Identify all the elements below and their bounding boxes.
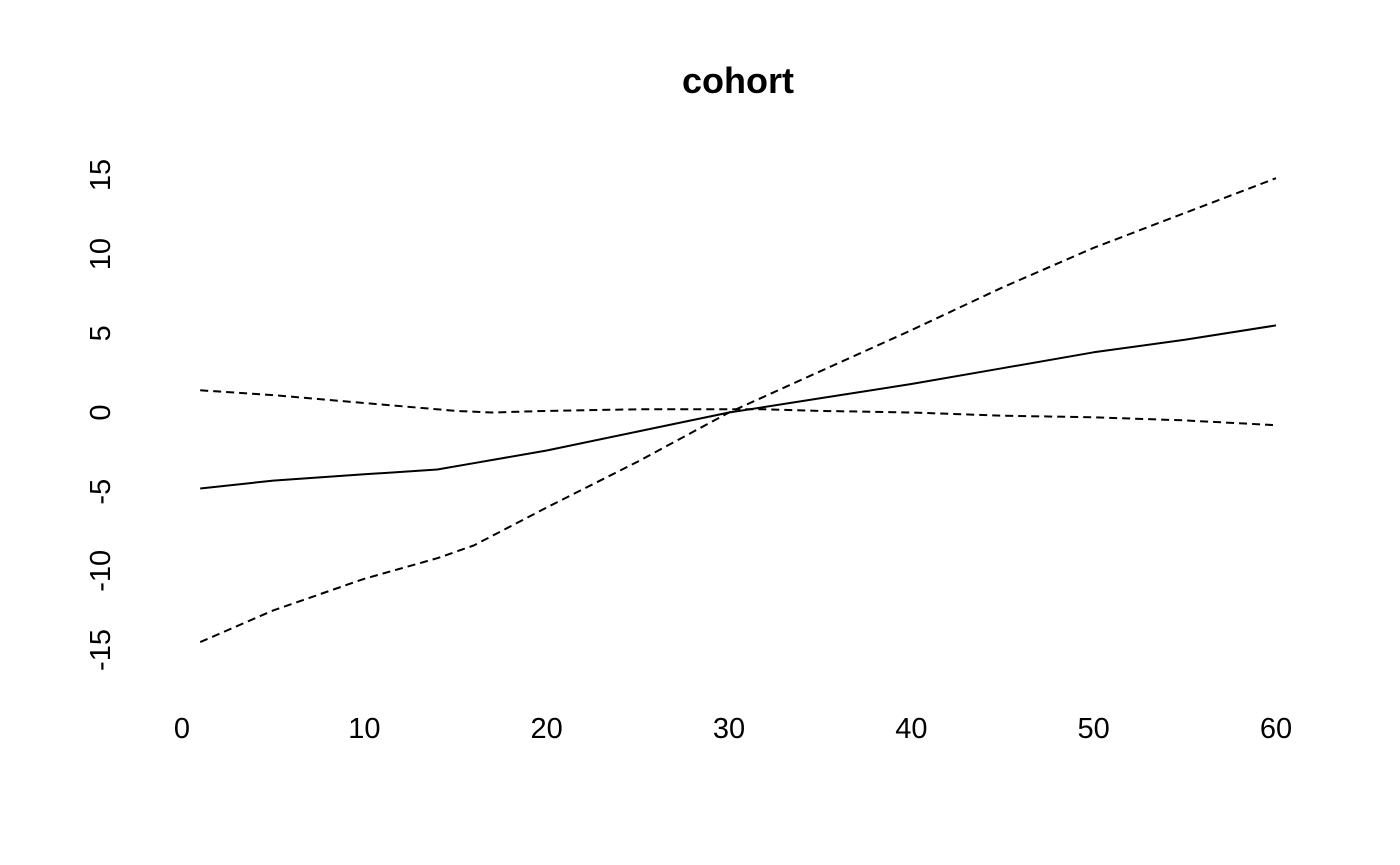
series-line-dashed-2 (200, 389, 1277, 427)
x-tick-label: 60 (1260, 713, 1292, 745)
y-tick-label: -10 (85, 550, 117, 592)
series-line-dashed-1 (199, 177, 1277, 644)
y-tick-label: 10 (85, 238, 117, 270)
x-tick-label: 10 (348, 713, 380, 745)
x-tick-label: 50 (1078, 713, 1110, 745)
y-tick-label: 0 (85, 404, 117, 420)
y-tick-label: 15 (85, 159, 117, 191)
x-tick-label: 30 (713, 713, 745, 745)
y-tick-label: -15 (85, 629, 117, 671)
x-axis: 0 10 20 30 40 50 60 (174, 713, 1292, 745)
series-line-solid (200, 324, 1277, 490)
x-tick-label: 0 (174, 713, 190, 745)
y-tick-label: 5 (85, 325, 117, 341)
x-tick-label: 20 (531, 713, 563, 745)
plot-lines (199, 177, 1277, 644)
y-axis: -15 -10 -5 0 5 10 15 (85, 159, 117, 671)
x-tick-label: 40 (895, 713, 927, 745)
chart-title: cohort (682, 60, 794, 101)
y-tick-label: -5 (85, 479, 117, 505)
